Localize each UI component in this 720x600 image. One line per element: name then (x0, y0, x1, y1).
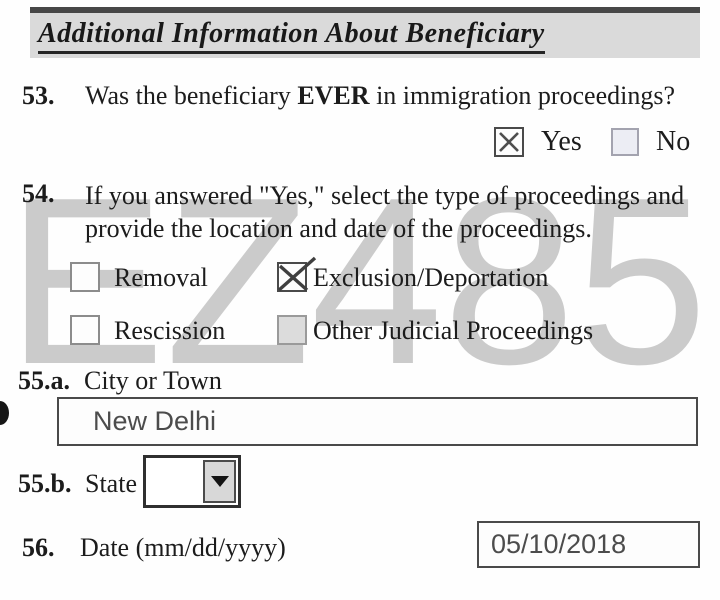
date-input[interactable] (477, 521, 700, 568)
q53-yes-checkbox[interactable] (494, 127, 524, 157)
q56-label: Date (mm/dd/yyyy) (80, 533, 286, 562)
state-dropdown-button[interactable] (203, 460, 236, 503)
q53-text-after: in immigration proceedings? (369, 81, 675, 110)
q56-number: 56. (22, 533, 55, 562)
q55b-number: 55.b. (18, 469, 72, 498)
q54-line1: If you answered "Yes," select the type o… (85, 181, 685, 210)
q53-question-text: Was the beneficiary EVER in immigration … (85, 81, 705, 111)
q54-number: 54. (22, 179, 55, 208)
q54-exclusion-label: Exclusion/Deportation (313, 263, 549, 292)
q55b-label: State (85, 469, 137, 498)
scan-edge-mark (0, 401, 9, 425)
q54-other-checkbox[interactable] (277, 315, 307, 345)
chevron-down-icon (210, 476, 229, 487)
q53-no-checkbox[interactable] (611, 128, 639, 156)
q54-removal-checkbox[interactable] (70, 262, 100, 292)
q53-text-ever: EVER (297, 81, 370, 110)
q54-question-text: If you answered "Yes," select the type o… (85, 179, 715, 245)
q53-number: 53. (22, 81, 55, 110)
q54-rescission-checkbox[interactable] (70, 315, 100, 345)
q54-removal-label: Removal (114, 263, 208, 292)
section-title: Additional Information About Beneficiary (38, 18, 545, 54)
x-mark-icon (499, 132, 519, 152)
state-dropdown[interactable] (143, 455, 241, 508)
q54-line2: provide the location and date of the pro… (85, 214, 592, 243)
q53-yes-label: Yes (541, 126, 582, 157)
q54-other-label: Other Judicial Proceedings (313, 316, 594, 345)
q53-no-label: No (656, 126, 691, 157)
city-or-town-input[interactable] (57, 397, 698, 446)
q54-exclusion-checkbox[interactable] (277, 262, 307, 292)
q53-text-before: Was the beneficiary (85, 81, 298, 110)
q55a-label: City or Town (84, 366, 222, 395)
q55a-number: 55.a. (18, 366, 70, 395)
section-header-bar: Additional Information About Beneficiary (30, 7, 700, 58)
q54-rescission-label: Rescission (114, 316, 226, 345)
